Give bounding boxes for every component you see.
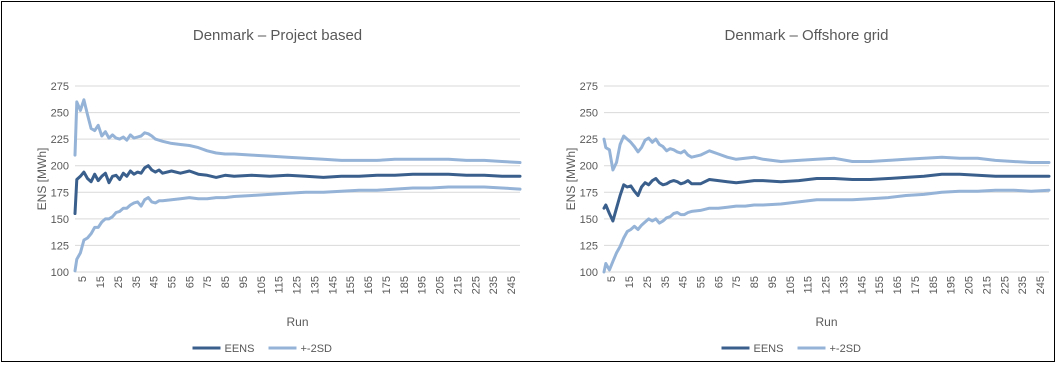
legend-label: EENS: [754, 343, 784, 355]
x-tick-label: 205: [435, 276, 447, 294]
x-tick-label: 65: [184, 276, 196, 288]
x-tick-label: 195: [946, 276, 958, 294]
x-tick-label: 175: [381, 276, 393, 294]
x-tick-label: 75: [731, 276, 743, 288]
x-tick-label: 45: [678, 276, 690, 288]
x-tick-label: 35: [660, 276, 672, 288]
y-tick-label: 100: [51, 267, 69, 279]
x-tick-label: 105: [256, 276, 268, 294]
y-tick-label: 250: [580, 108, 598, 120]
x-tick-label: 85: [749, 276, 761, 288]
x-axis-label: Run: [815, 315, 837, 329]
x-tick-label: 25: [642, 276, 654, 288]
x-tick-label: 165: [892, 276, 904, 294]
x-tick-label: 95: [767, 276, 779, 288]
x-tick-label: 125: [821, 276, 833, 294]
x-tick-label: 235: [488, 276, 500, 294]
x-tick-label: 155: [345, 276, 357, 294]
chart-denmark-offshore-grid: Denmark – Offshore grid 100 125 150 175 200 22…: [564, 27, 1051, 355]
y-axis-label: ENS [MWh]: [564, 148, 578, 211]
x-tick-label: 235: [1017, 276, 1029, 294]
x-tick-label: 145: [856, 276, 868, 294]
y-tick-label: 100: [580, 267, 598, 279]
x-tick-label: 45: [149, 276, 161, 288]
y-tick-label: 225: [51, 134, 69, 146]
x-tick-label: 15: [624, 276, 636, 288]
chart-denmark-project-based: Denmark – Project based 100 125 150 175 200 22…: [35, 27, 522, 355]
y-tick-label: 200: [580, 161, 598, 173]
x-tick-label: 185: [928, 276, 940, 294]
x-tick-label: 195: [417, 276, 429, 294]
x-tick-label: 185: [399, 276, 411, 294]
x-tick-label: 75: [202, 276, 214, 288]
x-tick-label: 95: [238, 276, 250, 288]
x-tick-label: 135: [838, 276, 850, 294]
y-tick-label: 225: [580, 134, 598, 146]
x-axis-label: Run: [286, 315, 308, 329]
series-line-lower: [73, 185, 522, 273]
series-line-upper: [602, 134, 1051, 172]
x-tick-label: 15: [95, 276, 107, 288]
x-tick-label: 55: [167, 276, 179, 288]
legend-label: EENS: [225, 343, 255, 355]
x-tick-label: 125: [292, 276, 304, 294]
y-tick-label: 150: [51, 214, 69, 226]
x-tick-label: 5: [606, 276, 618, 282]
y-tick-label: 275: [51, 81, 69, 93]
series-line-mean: [602, 172, 1051, 223]
y-tick-label: 125: [580, 240, 598, 252]
x-tick-label: 65: [713, 276, 725, 288]
x-tick-label: 165: [363, 276, 375, 294]
x-tick-label: 35: [131, 276, 143, 288]
x-tick-label: 215: [981, 276, 993, 294]
x-tick-label: 225: [999, 276, 1011, 294]
y-tick-label: 125: [51, 240, 69, 252]
x-tick-label: 245: [506, 276, 518, 294]
x-tick-label: 105: [785, 276, 797, 294]
y-axis-label: ENS [MWh]: [35, 148, 49, 211]
y-tick-label: 275: [580, 81, 598, 93]
y-tick-label: 200: [51, 161, 69, 173]
legend-label: +-2SD: [301, 343, 333, 355]
x-tick-label: 25: [113, 276, 125, 288]
x-tick-label: 215: [452, 276, 464, 294]
x-tick-label: 245: [1035, 276, 1047, 294]
y-tick-label: 175: [580, 187, 598, 199]
x-tick-label: 145: [327, 276, 339, 294]
chart-title: Denmark – Offshore grid: [725, 27, 889, 44]
x-tick-label: 155: [874, 276, 886, 294]
series-line-mean: [73, 164, 522, 215]
series-line-upper: [73, 98, 522, 164]
y-tick-label: 175: [51, 187, 69, 199]
y-tick-label: 250: [51, 108, 69, 120]
y-tick-label: 150: [580, 214, 598, 226]
x-tick-label: 115: [803, 276, 815, 294]
x-tick-label: 55: [696, 276, 708, 288]
x-tick-label: 205: [964, 276, 976, 294]
x-tick-label: 225: [470, 276, 482, 294]
chart-title: Denmark – Project based: [193, 27, 362, 44]
x-tick-label: 115: [274, 276, 286, 294]
legend-label: +-2SD: [830, 343, 862, 355]
x-tick-label: 135: [309, 276, 321, 294]
x-tick-label: 175: [910, 276, 922, 294]
x-tick-label: 85: [220, 276, 232, 288]
x-tick-label: 5: [77, 276, 89, 282]
series-line-lower: [602, 188, 1051, 274]
